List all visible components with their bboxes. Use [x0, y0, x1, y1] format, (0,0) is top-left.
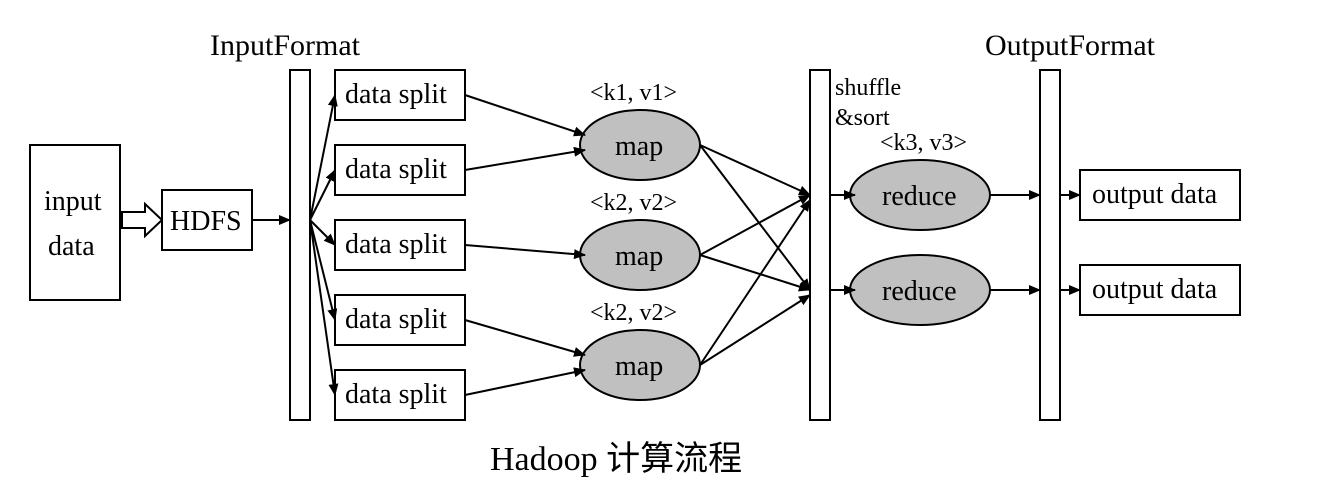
kv1-label: <k1, v1> [590, 80, 677, 106]
svg-text:data split: data split [345, 379, 447, 410]
input-data-label-2: data [48, 231, 95, 262]
map-node-2: map [580, 220, 700, 290]
shuffle-label-2: &sort [835, 105, 890, 131]
diagram-title: Hadoop 计算流程 [490, 440, 742, 478]
svg-text:map: map [615, 351, 663, 382]
svg-text:map: map [615, 131, 663, 162]
shuffle-bar [810, 70, 830, 420]
kv2-label-a: <k2, v2> [590, 190, 677, 216]
svg-text:data split: data split [345, 229, 447, 260]
reduce-node-1: reduce [850, 160, 990, 230]
input-data-box [30, 145, 120, 300]
kv3-label: <k3, v3> [880, 130, 967, 156]
output-format-bar [1040, 70, 1060, 420]
svg-text:output data: output data [1092, 179, 1218, 210]
map-node-3: map [580, 330, 700, 400]
svg-text:reduce: reduce [882, 276, 957, 307]
data-split-5: data split [335, 370, 465, 420]
output-format-label: OutputFormat [985, 29, 1156, 62]
input-format-bar [290, 70, 310, 420]
svg-text:map: map [615, 241, 663, 272]
data-split-1: data split [335, 70, 465, 120]
shuffle-label-1: shuffle [835, 75, 901, 101]
data-split-4: data split [335, 295, 465, 345]
data-split-2: data split [335, 145, 465, 195]
data-split-3: data split [335, 220, 465, 270]
svg-text:output data: output data [1092, 274, 1218, 305]
svg-text:data split: data split [345, 304, 447, 335]
reduce-node-2: reduce [850, 255, 990, 325]
input-format-label: InputFormat [210, 29, 361, 62]
svg-text:data split: data split [345, 79, 447, 110]
map-node-1: map [580, 110, 700, 180]
output-data-1: output data [1080, 170, 1240, 220]
hollow-arrow [122, 204, 162, 236]
kv2-label-b: <k2, v2> [590, 300, 677, 326]
output-data-2: output data [1080, 265, 1240, 315]
hdfs-label: HDFS [170, 206, 242, 237]
input-data-label-1: input [44, 186, 102, 217]
svg-text:reduce: reduce [882, 181, 957, 212]
svg-text:data split: data split [345, 154, 447, 185]
hadoop-flow-diagram: input data HDFS InputFormat data split d… [0, 0, 1336, 500]
